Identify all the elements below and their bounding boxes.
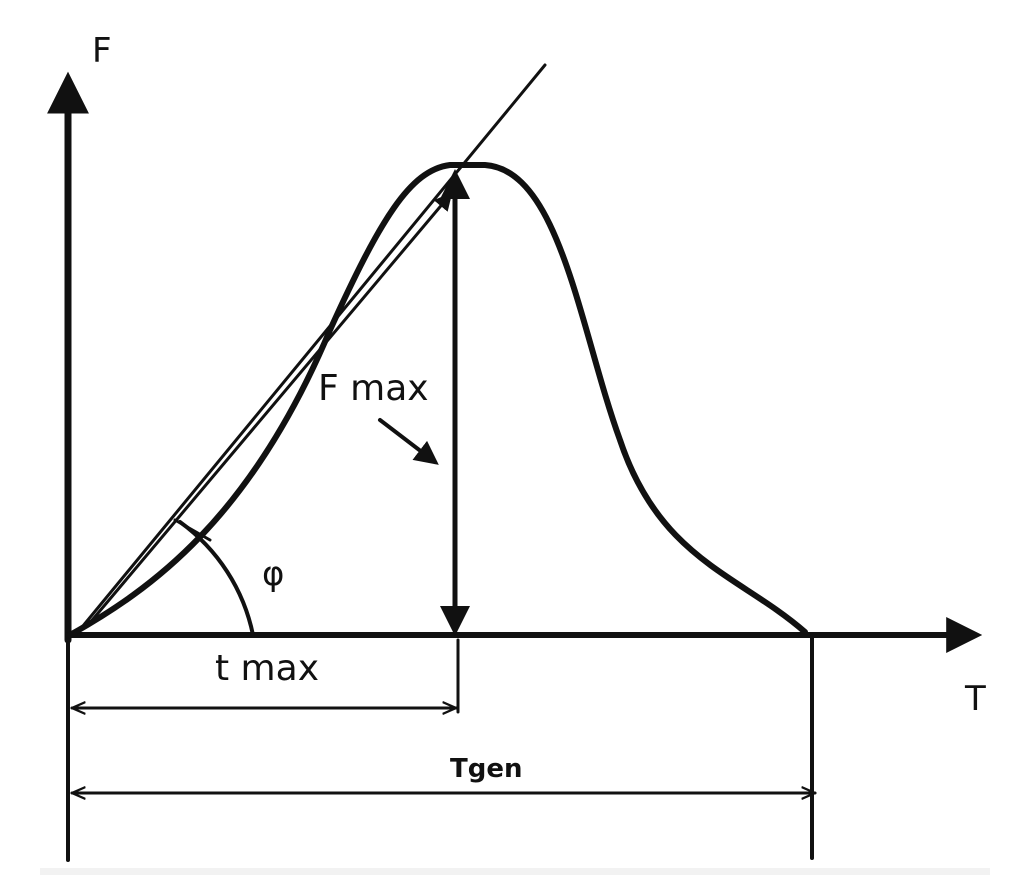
peak-label: F max	[318, 368, 429, 409]
angle-label: φ	[262, 554, 284, 594]
peak-time-label: t max	[215, 648, 319, 689]
x-axis-label: T	[964, 679, 986, 719]
bottom-band	[40, 868, 990, 875]
curve	[67, 162, 808, 638]
tangent-line	[76, 63, 547, 634]
angle-tick	[173, 518, 212, 542]
y-axis-label: F	[92, 31, 112, 71]
total-time-label: Tgen	[450, 754, 523, 784]
fmax-pointer	[378, 418, 439, 465]
angle-arc	[178, 520, 255, 637]
tangent-arrow	[86, 192, 453, 627]
